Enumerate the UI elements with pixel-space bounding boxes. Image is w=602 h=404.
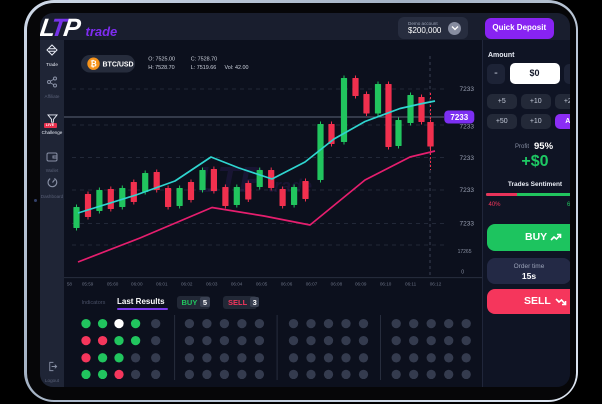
svg-text:7233: 7233 xyxy=(450,113,468,122)
svg-text:06:10: 06:10 xyxy=(380,282,392,287)
svg-text:05:59: 05:59 xyxy=(82,282,94,287)
svg-text:06:06: 06:06 xyxy=(281,282,293,287)
svg-text:7233: 7233 xyxy=(460,124,475,131)
svg-text:L: 7519.66: L: 7519.66 xyxy=(191,65,216,71)
svg-text:06:04: 06:04 xyxy=(231,282,243,287)
svg-text:17265: 17265 xyxy=(458,249,472,255)
svg-text:LTP: LTP xyxy=(198,159,264,200)
svg-text:7233: 7233 xyxy=(460,221,475,228)
svg-text:7233: 7233 xyxy=(460,187,475,194)
svg-text:trade: trade xyxy=(268,176,312,196)
svg-text:06:05: 06:05 xyxy=(256,282,268,287)
svg-text:05:60: 05:60 xyxy=(107,282,119,287)
svg-text:7233: 7233 xyxy=(460,86,475,93)
svg-text:06:03: 06:03 xyxy=(206,282,218,287)
svg-text:06:02: 06:02 xyxy=(181,282,193,287)
svg-text:06:01: 06:01 xyxy=(156,282,168,287)
svg-text:06:00: 06:00 xyxy=(131,282,143,287)
svg-text:06:11: 06:11 xyxy=(405,282,417,287)
svg-text:7233: 7233 xyxy=(460,155,475,162)
svg-text:06:08: 06:08 xyxy=(331,282,343,287)
svg-text:H: 7528.70: H: 7528.70 xyxy=(148,65,174,71)
svg-text:Vol: 42.00: Vol: 42.00 xyxy=(225,65,249,71)
svg-text:58: 58 xyxy=(67,282,73,287)
svg-text:06:07: 06:07 xyxy=(306,282,318,287)
svg-text:BTC/USD: BTC/USD xyxy=(103,61,134,68)
svg-text:₿: ₿ xyxy=(90,60,97,69)
svg-text:O: 7525.00: O: 7525.00 xyxy=(148,56,175,62)
svg-text:C: 7528.70: C: 7528.70 xyxy=(191,56,217,62)
svg-text:06:09: 06:09 xyxy=(355,282,367,287)
svg-text:06:12: 06:12 xyxy=(430,282,442,287)
svg-text:0: 0 xyxy=(461,270,464,276)
